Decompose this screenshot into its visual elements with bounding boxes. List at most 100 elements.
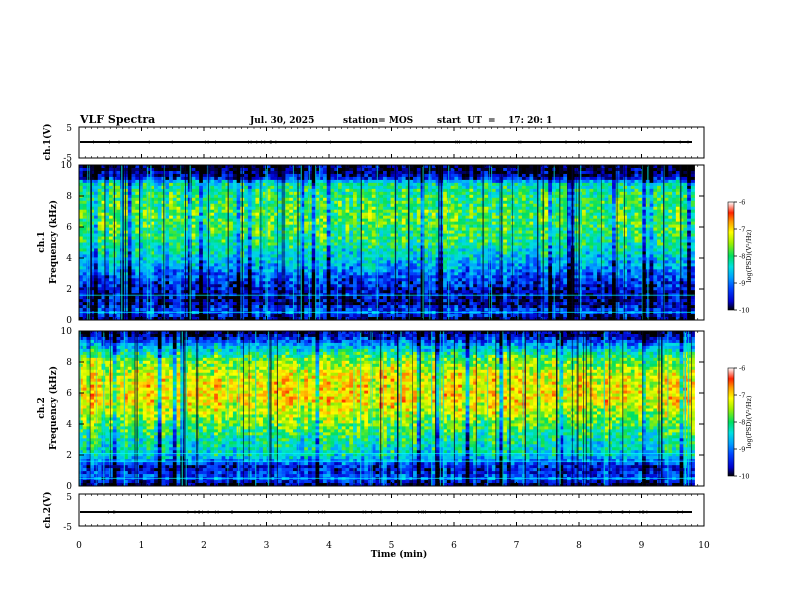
spec-cell — [221, 221, 226, 225]
spec-cell — [165, 251, 170, 255]
spec-cell — [424, 218, 429, 222]
spec-cell — [135, 230, 140, 234]
spec-cell — [405, 269, 410, 273]
spec-cell — [341, 197, 346, 202]
spec-cell — [105, 170, 110, 175]
spec-cell — [244, 287, 249, 291]
spec-cell — [371, 239, 376, 243]
spec-cell — [247, 224, 252, 228]
spec-cell — [356, 194, 361, 199]
spec-cell — [390, 182, 395, 187]
spec-cell — [135, 245, 140, 249]
spec-cell — [150, 317, 155, 321]
spec-cell — [431, 236, 436, 240]
spec-cell — [319, 245, 324, 249]
spec-cell — [86, 269, 91, 273]
spec-cell — [300, 236, 305, 240]
spec-cell — [172, 317, 177, 321]
spec-cell — [191, 269, 196, 273]
spec-cell — [157, 173, 162, 178]
spec-cell — [292, 275, 298, 279]
spec-cell — [251, 266, 256, 270]
spec-cell — [323, 236, 328, 240]
spec-cell — [221, 251, 226, 255]
spec-cell — [150, 308, 155, 312]
spec-cell — [401, 191, 406, 196]
spec-cell — [251, 269, 256, 273]
spec-cell — [394, 182, 399, 187]
spec-cell — [217, 194, 222, 199]
spec-cell — [413, 281, 418, 285]
spec-cell — [315, 200, 320, 205]
spec-cell — [217, 299, 222, 303]
spec-cell — [251, 281, 256, 285]
spec-cell — [191, 203, 196, 208]
spec-cell — [371, 290, 376, 294]
spec-cell — [315, 284, 320, 288]
spec-cell — [79, 227, 84, 231]
spec-cell — [323, 167, 328, 172]
spec-cell — [94, 176, 99, 181]
spec-cell — [97, 191, 102, 196]
spec-cell — [221, 165, 226, 169]
spec-cell — [210, 317, 215, 321]
spec-cell — [105, 305, 110, 309]
spec-cell — [221, 287, 226, 291]
spec-cell — [79, 248, 84, 252]
spec-cell — [345, 278, 350, 282]
spec-cell — [109, 257, 114, 261]
spec-cell — [225, 179, 230, 184]
spec-cell — [247, 257, 252, 261]
spec-cell — [416, 200, 421, 205]
spec-cell — [379, 165, 384, 169]
spec-cell — [334, 203, 339, 208]
spec-cell — [251, 233, 256, 237]
spec-cell — [266, 287, 271, 291]
spec-cell — [338, 290, 343, 294]
spec-cell — [307, 305, 313, 309]
spec-cell — [379, 167, 384, 172]
spec-cell — [364, 296, 369, 300]
spec-cell — [386, 167, 391, 172]
spec-cell — [101, 206, 106, 211]
spec-cell — [431, 212, 436, 216]
spec-cell — [424, 302, 429, 306]
spec-cell — [326, 311, 331, 315]
spec-cell — [154, 221, 159, 225]
spec-cell — [225, 266, 230, 270]
spec-cell — [409, 311, 414, 315]
spec-cell — [424, 179, 429, 184]
spec-cell — [319, 170, 324, 175]
spec-cell — [300, 248, 305, 252]
spec-cell — [307, 245, 313, 249]
spec-cell — [154, 245, 159, 249]
spec-cell — [311, 290, 316, 294]
spec-cell — [356, 173, 361, 178]
spec-cell — [154, 176, 159, 181]
spec-cell — [82, 275, 87, 279]
spec-cell — [229, 287, 234, 291]
spec-cell — [394, 290, 399, 294]
spec-cell — [424, 290, 429, 294]
spec-cell — [157, 248, 162, 252]
spec-cell — [247, 185, 252, 190]
spec-cell — [307, 272, 313, 276]
spec-cell — [210, 167, 215, 172]
spec-cell — [334, 209, 339, 213]
spec-cell — [229, 314, 234, 318]
spec-cell — [229, 200, 234, 205]
spec-cell — [101, 302, 106, 306]
spec-cell — [304, 281, 309, 285]
spec-cell — [334, 239, 339, 243]
spec-cell — [330, 167, 335, 172]
spec-cell — [82, 284, 87, 288]
spec-cell — [139, 182, 144, 187]
spec-cell — [116, 290, 121, 294]
spec-cell — [139, 296, 144, 300]
spec-cell — [315, 314, 320, 318]
spec-cell — [285, 308, 290, 312]
spec-cell — [217, 284, 222, 288]
spec-cell — [431, 167, 436, 172]
spec-cell — [386, 194, 391, 199]
spec-cell — [319, 251, 324, 255]
